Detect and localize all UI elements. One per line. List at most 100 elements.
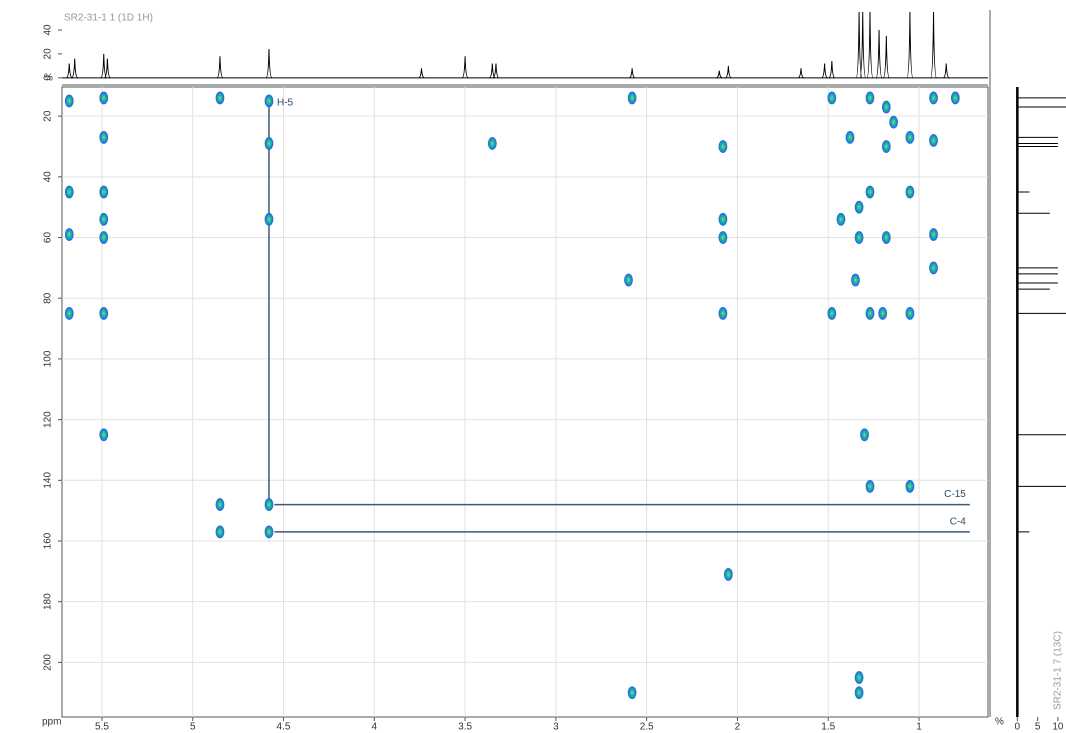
x-tick-label: 4 <box>372 722 378 733</box>
cross-peak <box>718 306 728 320</box>
top-peak <box>629 68 636 79</box>
cross-peak <box>854 686 864 700</box>
cross-peak <box>929 261 938 275</box>
top-peak <box>265 49 273 79</box>
cross-peak <box>215 498 225 511</box>
top-peak <box>943 63 950 79</box>
top-peak <box>461 56 469 79</box>
top-y-tick-label: 20 <box>43 48 54 60</box>
cross-peak <box>264 137 274 150</box>
cross-peak <box>99 212 109 226</box>
top-peak <box>930 11 938 79</box>
top-peak <box>828 61 836 79</box>
cross-peak <box>878 306 888 320</box>
side-x-tick-label: 5 <box>1035 722 1041 733</box>
annotation-label: C-4 <box>950 517 967 528</box>
cross-peak <box>99 130 109 144</box>
cross-peak <box>718 212 728 226</box>
top-peak <box>821 63 828 79</box>
cross-peak <box>99 91 109 105</box>
y-tick-label: 180 <box>43 593 54 610</box>
cross-peak <box>215 525 225 539</box>
cross-peak <box>627 686 637 700</box>
top-peak <box>216 56 224 79</box>
annotation-label: C-15 <box>944 489 966 500</box>
cross-peak <box>836 212 846 226</box>
top-y-label: % <box>44 73 53 84</box>
top-peak <box>875 29 883 79</box>
cross-peak <box>905 130 915 144</box>
top-y-tick-label: 0 <box>43 75 54 81</box>
cross-peak <box>881 100 891 114</box>
cross-peak <box>487 137 497 150</box>
cross-peak <box>99 428 109 442</box>
cross-peak <box>718 140 728 153</box>
cross-peak <box>64 94 74 108</box>
x-tick-label: 5 <box>190 722 196 733</box>
top-peak <box>71 58 78 79</box>
cross-peak <box>827 306 837 320</box>
side-title: SR2-31-1 7 (13C) <box>1053 631 1064 710</box>
annotation-label: H-5 <box>277 98 294 109</box>
cross-peak <box>854 671 864 684</box>
cross-peak <box>881 140 891 153</box>
cross-peak <box>264 94 274 108</box>
cross-peak <box>950 91 960 105</box>
cross-peak <box>905 306 915 320</box>
cross-peak <box>99 185 109 199</box>
y-tick-label: 80 <box>43 292 54 304</box>
top-peak <box>418 68 425 79</box>
cross-peak <box>860 428 869 442</box>
cross-peak <box>854 200 864 214</box>
top-peak <box>797 68 805 79</box>
cross-peak <box>264 525 274 539</box>
cross-peak <box>624 273 633 287</box>
side-x-label: % <box>995 717 1004 728</box>
cross-peak <box>905 479 915 493</box>
top-peak <box>866 11 874 79</box>
x-tick-label: 2 <box>735 722 741 733</box>
cross-peak <box>865 306 875 320</box>
cross-peak <box>215 91 225 105</box>
y-tick-label: 60 <box>43 232 54 244</box>
cross-peak <box>99 231 109 244</box>
top-title: SR2-31-1 1 (1D 1H) <box>64 13 153 24</box>
y-tick-label: 200 <box>43 654 54 671</box>
top-peak <box>66 63 73 79</box>
cross-peak <box>889 115 898 129</box>
cross-peak <box>905 185 915 199</box>
cross-peak <box>723 567 733 581</box>
cross-peak <box>881 231 891 244</box>
x-tick-label: 4.5 <box>277 722 291 733</box>
top-y-tick-label: 40 <box>43 24 54 36</box>
cross-peak <box>865 91 875 105</box>
cross-peak <box>845 130 855 144</box>
y-tick-label: 40 <box>43 171 54 183</box>
top-peak <box>492 63 500 79</box>
top-peak <box>716 70 723 79</box>
cross-peak <box>929 134 938 147</box>
top-peak <box>906 11 914 79</box>
plot-frame <box>61 86 989 718</box>
top-peak <box>104 58 111 79</box>
cross-peak <box>854 231 864 244</box>
cross-peak <box>64 306 74 320</box>
cross-peak <box>64 185 74 199</box>
cross-peak <box>929 91 938 105</box>
y-tick-label: 160 <box>43 532 54 549</box>
cross-peak <box>64 228 74 241</box>
top-peak <box>725 65 732 79</box>
x-tick-label: 1 <box>916 722 922 733</box>
y-tick-label: 140 <box>43 472 54 489</box>
top-spectrum <box>62 11 988 79</box>
cross-peak <box>929 228 938 241</box>
y-tick-label: 120 <box>43 411 54 428</box>
x-tick-label: 3 <box>553 722 559 733</box>
y-tick-label: 20 <box>43 110 54 122</box>
y-tick-label: 100 <box>43 350 54 367</box>
cross-peak <box>627 91 637 105</box>
cross-peak <box>827 91 837 105</box>
cross-peak <box>718 231 728 244</box>
cross-peak <box>865 479 875 493</box>
